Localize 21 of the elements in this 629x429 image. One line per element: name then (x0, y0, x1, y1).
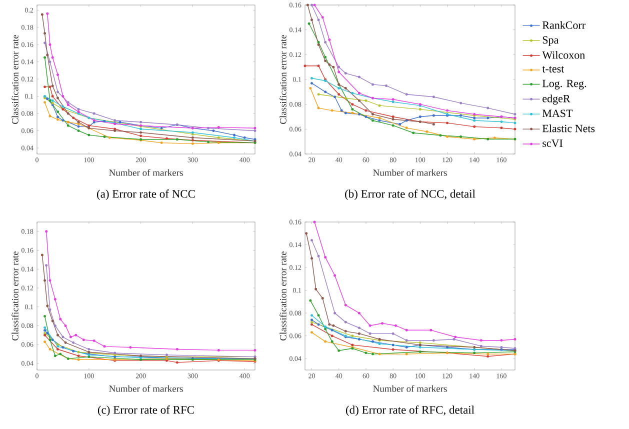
y-axis-title: Classification error rate (280, 251, 286, 340)
legend-label: Spa (542, 36, 559, 46)
y-axis-title: Classification error rate (12, 34, 18, 124)
legend-label: MAST (542, 110, 573, 118)
legend-label: t-test (542, 66, 564, 72)
legend-label: Log. Reg. (542, 80, 586, 90)
legend-label: edgeR (542, 94, 570, 105)
text: (a) Error rate of NCC (97, 190, 195, 200)
x-axis-title: Number of markers (109, 169, 183, 176)
x-axis-title: Number of markers (373, 169, 447, 176)
text: (b) Error rate of NCC, detail (345, 190, 476, 200)
y-axis-title: Classification error rate (280, 34, 286, 124)
legend-label: Elastic Nets (542, 124, 595, 132)
x-axis-title: Number of markers (373, 385, 447, 392)
text: (c) Error rate of RFC (98, 406, 194, 416)
text: (d) Error rate of RFC, detail (346, 406, 474, 416)
legend-label: scVI (542, 140, 563, 147)
legend-label: RankCorr (542, 21, 586, 29)
y-axis-title: Classification error rate (12, 251, 18, 340)
legend-label: Wilcoxon (542, 51, 585, 59)
x-axis-title: Number of markers (109, 385, 183, 392)
